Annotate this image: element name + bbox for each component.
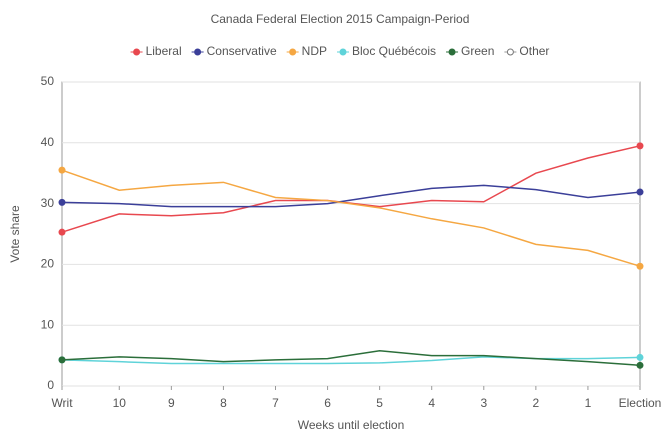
legend-marker [339,48,347,56]
legend-marker [194,48,202,56]
series-line [61,169,641,267]
legend-label: NDP [302,44,327,58]
x-tick-label: 8 [220,396,227,410]
y-tick-label: 40 [41,135,55,149]
x-tick-label: 2 [533,396,540,410]
legend-marker [506,48,514,56]
x-tick-label: 5 [376,396,383,410]
x-tick-label: 1 [585,396,592,410]
series-line [61,184,641,208]
x-tick-label: 10 [113,396,127,410]
end-point [58,356,66,364]
series-line [61,349,641,367]
legend-label: Liberal [146,44,182,58]
x-tick-label: 6 [324,396,331,410]
end-point [636,262,644,270]
end-point [636,142,644,150]
end-point [58,228,66,236]
y-tick-label: 20 [41,257,55,271]
legend-label: Other [519,44,549,58]
y-tick-label: 0 [47,378,54,392]
x-tick-label: Writ [51,396,73,410]
chart-title: Canada Federal Election 2015 Campaign-Pe… [211,12,470,26]
legend-label: Bloc Québécois [352,44,436,58]
y-tick-label: 50 [41,74,55,88]
x-tick-label: 9 [168,396,175,410]
legend-label: Conservative [207,44,277,58]
legend: Liberal Conservative NDP Bloc Québécois Gree… [130,44,549,58]
y-tick-label: 30 [41,196,55,210]
end-point [636,188,644,196]
x-tick-label: 7 [272,396,279,410]
legend-label: Green [461,44,494,58]
y-tick-label: 10 [41,317,55,331]
x-tick-label: 4 [428,396,435,410]
y-axis-label: Vote share [8,205,22,263]
plot-area [61,81,641,387]
legend-marker [289,48,297,56]
end-point [636,361,644,369]
x-tick-label: Election [619,396,662,410]
x-axis-label: Weeks until election [298,418,405,432]
x-tick-label: 3 [480,396,487,410]
legend-marker [133,48,141,56]
legend-marker [448,48,456,56]
end-point [58,198,66,206]
end-point [58,166,66,174]
end-point [636,353,644,361]
